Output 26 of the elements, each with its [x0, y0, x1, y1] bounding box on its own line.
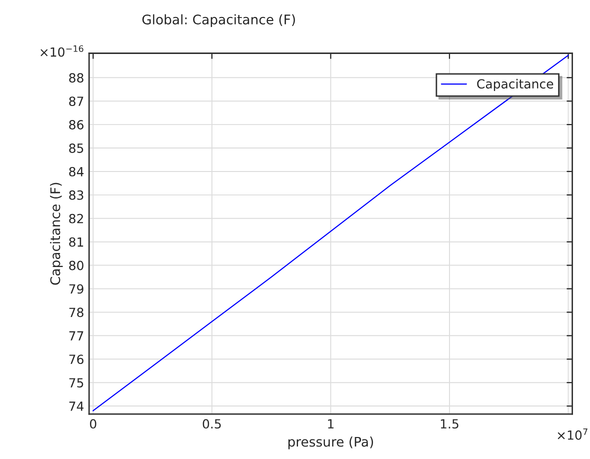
text: ×10$^{−16}$ [40, 45, 84, 57]
y-tick-label: 75 [69, 378, 84, 388]
x-tick-label: 0.5 [202, 419, 221, 429]
y-tick-label: 88 [69, 73, 84, 83]
x-axis-title: pressure (Pa) [288, 436, 374, 450]
y-tick-label: 79 [69, 284, 84, 294]
legend-label: Capacitance [477, 78, 554, 92]
x-tick-label: 1.5 [440, 419, 458, 429]
chart-title: Global: Capacitance (F) [142, 14, 295, 28]
y-tick-label: 84 [69, 166, 84, 176]
y-tick-label: 74 [69, 402, 84, 411]
y-tick-label: 78 [69, 308, 84, 318]
y-tick-label: 87 [69, 96, 84, 106]
y-axis-title: Capacitance (F) [50, 182, 63, 285]
text: ×10$^{7}$ [558, 428, 588, 440]
y-tick-label: 81 [69, 237, 84, 247]
y-tick-label: 82 [69, 214, 83, 224]
y-tick-label: 85 [69, 143, 84, 153]
y-tick-label: 80 [69, 260, 84, 270]
y-tick-label: 77 [69, 331, 84, 340]
y-tick-label: 86 [69, 120, 84, 130]
x-tick-label: 0 [90, 419, 96, 429]
line-series [92, 54, 569, 412]
y-tick-label: 76 [69, 354, 84, 364]
x-tick-label: 1 [328, 419, 334, 428]
y-tick-label: 83 [69, 190, 84, 200]
